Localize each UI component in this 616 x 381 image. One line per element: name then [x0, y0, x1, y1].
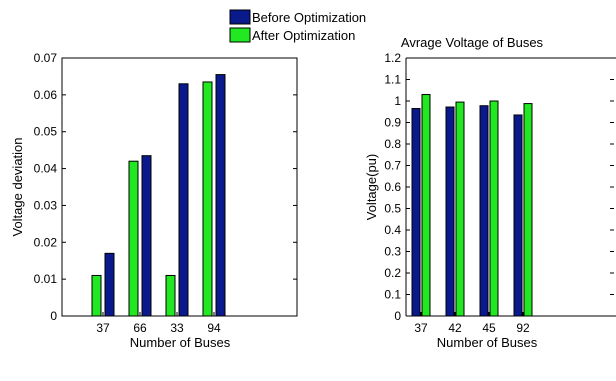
y-tick-label: 0.9 [384, 116, 401, 130]
y-tick-label: 0.8 [384, 137, 401, 151]
bar-before-33 [178, 83, 189, 317]
x-axis-label: Number of Buses [130, 335, 231, 350]
y-tick-label: 0.2 [384, 266, 401, 280]
y-tick-label: 0.01 [34, 272, 58, 286]
x-tick-label: 37 [96, 321, 110, 335]
x-axis-ticks: 37 42 45 92 [414, 312, 530, 335]
y-tick-label: 0 [394, 309, 401, 323]
legend-swatch-after [229, 27, 251, 43]
legend: Before Optimization After Optimization [229, 9, 366, 43]
x-tick-label: 42 [448, 321, 462, 335]
y-tick-label: 0.1 [384, 288, 401, 302]
bar-before-42 [445, 106, 455, 317]
y-tick-label: 1.1 [384, 73, 401, 87]
legend-label-after: After Optimization [252, 28, 355, 43]
y-tick-label: 0.03 [34, 198, 58, 212]
x-tick-label: 92 [516, 321, 530, 335]
chart-voltage-deviation: 0 0.01 0.02 0.03 0.04 0.05 0.06 0.07 37 66 33 94 N… [10, 51, 298, 350]
bar-before-92 [513, 114, 523, 317]
bar-after-94 [202, 81, 213, 317]
legend-label-before: Before Optimization [252, 10, 366, 25]
bars-voltage-deviation [91, 74, 226, 317]
bar-after-33 [165, 274, 176, 317]
x-axis-ticks: 37 66 33 94 [96, 312, 221, 335]
y-tick-label: 0 [50, 309, 57, 323]
y-tick-label: 0.3 [384, 245, 401, 259]
x-tick-label: 33 [170, 321, 184, 335]
y-axis-label: Voltage(pu) [364, 154, 379, 221]
y-tick-label: 0.07 [34, 51, 58, 65]
bar-before-66 [141, 155, 152, 317]
bar-before-45 [479, 105, 489, 317]
chart-average-voltage: Avrage Voltage of Buses 0 0.1 0.2 0.3 0.4 0.5… [364, 35, 616, 350]
y-axis-label: Voltage deviation [10, 137, 25, 236]
y-tick-label: 0.05 [34, 125, 58, 139]
chart-title: Avrage Voltage of Buses [401, 35, 544, 50]
y-tick-label: 0.6 [384, 180, 401, 194]
legend-swatch-before [229, 9, 251, 25]
bar-after-42 [455, 101, 465, 317]
y-axis-ticks: 0 0.01 0.02 0.03 0.04 0.05 0.06 0.07 [34, 51, 297, 323]
bar-before-94 [215, 74, 226, 317]
y-tick-label: 0.5 [384, 202, 401, 216]
bar-before-37 [104, 252, 115, 317]
right-axis-ticks [610, 57, 614, 317]
bar-after-92 [523, 103, 533, 317]
x-tick-label: 94 [207, 321, 221, 335]
bar-after-66 [128, 160, 139, 317]
x-tick-label: 37 [414, 321, 428, 335]
bars-average-voltage [411, 94, 533, 317]
bar-after-37 [91, 274, 102, 317]
y-tick-label: 1.2 [384, 51, 401, 65]
bar-before-37 [411, 108, 421, 317]
y-tick-label: 0.06 [34, 88, 58, 102]
x-axis-label: Number of Buses [437, 335, 538, 350]
x-tick-label: 66 [133, 321, 147, 335]
x-tick-label: 45 [482, 321, 496, 335]
y-axis-ticks: 0 0.1 0.2 0.3 0.4 0.5 0.6 0.7 0.8 0.9 1 1.1 1.2 [384, 51, 410, 323]
bar-after-45 [489, 100, 499, 317]
y-tick-label: 0.4 [384, 223, 401, 237]
y-tick-label: 1 [394, 94, 401, 108]
y-tick-label: 0.04 [34, 162, 58, 176]
bar-after-37 [421, 94, 431, 317]
y-tick-label: 0.02 [34, 235, 58, 249]
y-tick-label: 0.7 [384, 159, 401, 173]
